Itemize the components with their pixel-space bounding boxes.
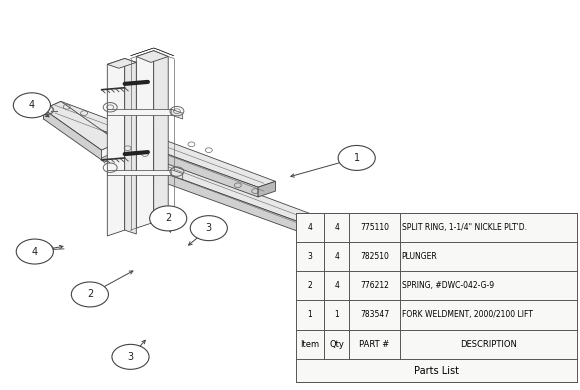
Bar [296,213,577,382]
Text: 1: 1 [307,310,312,319]
Text: Parts List: Parts List [414,365,459,376]
Polygon shape [171,109,183,119]
Text: 3: 3 [307,252,312,261]
Text: Qty: Qty [329,340,344,349]
Text: 4: 4 [334,223,339,232]
Polygon shape [107,58,136,68]
Circle shape [71,282,108,307]
Text: 776212: 776212 [360,281,389,290]
Text: 775110: 775110 [360,223,389,232]
Polygon shape [44,101,119,150]
Text: 3: 3 [128,352,133,362]
Circle shape [112,344,149,369]
Text: 2: 2 [307,281,312,290]
Polygon shape [102,142,334,228]
Text: 4: 4 [334,281,339,290]
Polygon shape [107,58,125,236]
Polygon shape [102,142,119,158]
Text: PART #: PART # [360,340,390,349]
Text: 4: 4 [334,252,339,261]
Circle shape [13,93,50,118]
Polygon shape [258,181,276,197]
Polygon shape [44,101,276,187]
Text: 4: 4 [32,246,38,257]
Polygon shape [316,222,334,238]
Text: 4: 4 [307,223,312,232]
Text: 783547: 783547 [360,310,389,319]
Circle shape [150,206,187,231]
Polygon shape [171,170,183,179]
Text: 3: 3 [206,223,212,233]
Text: Item: Item [300,340,320,349]
Text: 782510: 782510 [360,252,389,261]
Text: PLUNGER: PLUNGER [401,252,437,261]
Polygon shape [154,51,168,228]
Text: FORK WELDMENT, 2000/2100 LIFT: FORK WELDMENT, 2000/2100 LIFT [401,310,532,319]
Text: 1: 1 [334,310,339,319]
Polygon shape [130,48,154,56]
Polygon shape [125,58,136,234]
Polygon shape [136,51,168,62]
Polygon shape [107,170,171,176]
Text: 4: 4 [29,100,35,110]
Text: DESCRIPTION: DESCRIPTION [460,340,517,349]
Text: 2: 2 [165,213,171,223]
Polygon shape [136,51,154,228]
Polygon shape [107,109,171,115]
Text: SPLIT RING, 1-1/4" NICKLE PLT'D.: SPLIT RING, 1-1/4" NICKLE PLT'D. [401,223,527,232]
Polygon shape [44,109,258,197]
Polygon shape [154,48,174,56]
Text: SPRING, #DWC-042-G-9: SPRING, #DWC-042-G-9 [401,281,494,290]
Circle shape [190,216,227,241]
Polygon shape [44,109,102,160]
Text: 2: 2 [87,289,93,300]
Circle shape [16,239,53,264]
Text: 1: 1 [354,153,360,163]
Circle shape [338,145,375,170]
Polygon shape [102,150,316,238]
